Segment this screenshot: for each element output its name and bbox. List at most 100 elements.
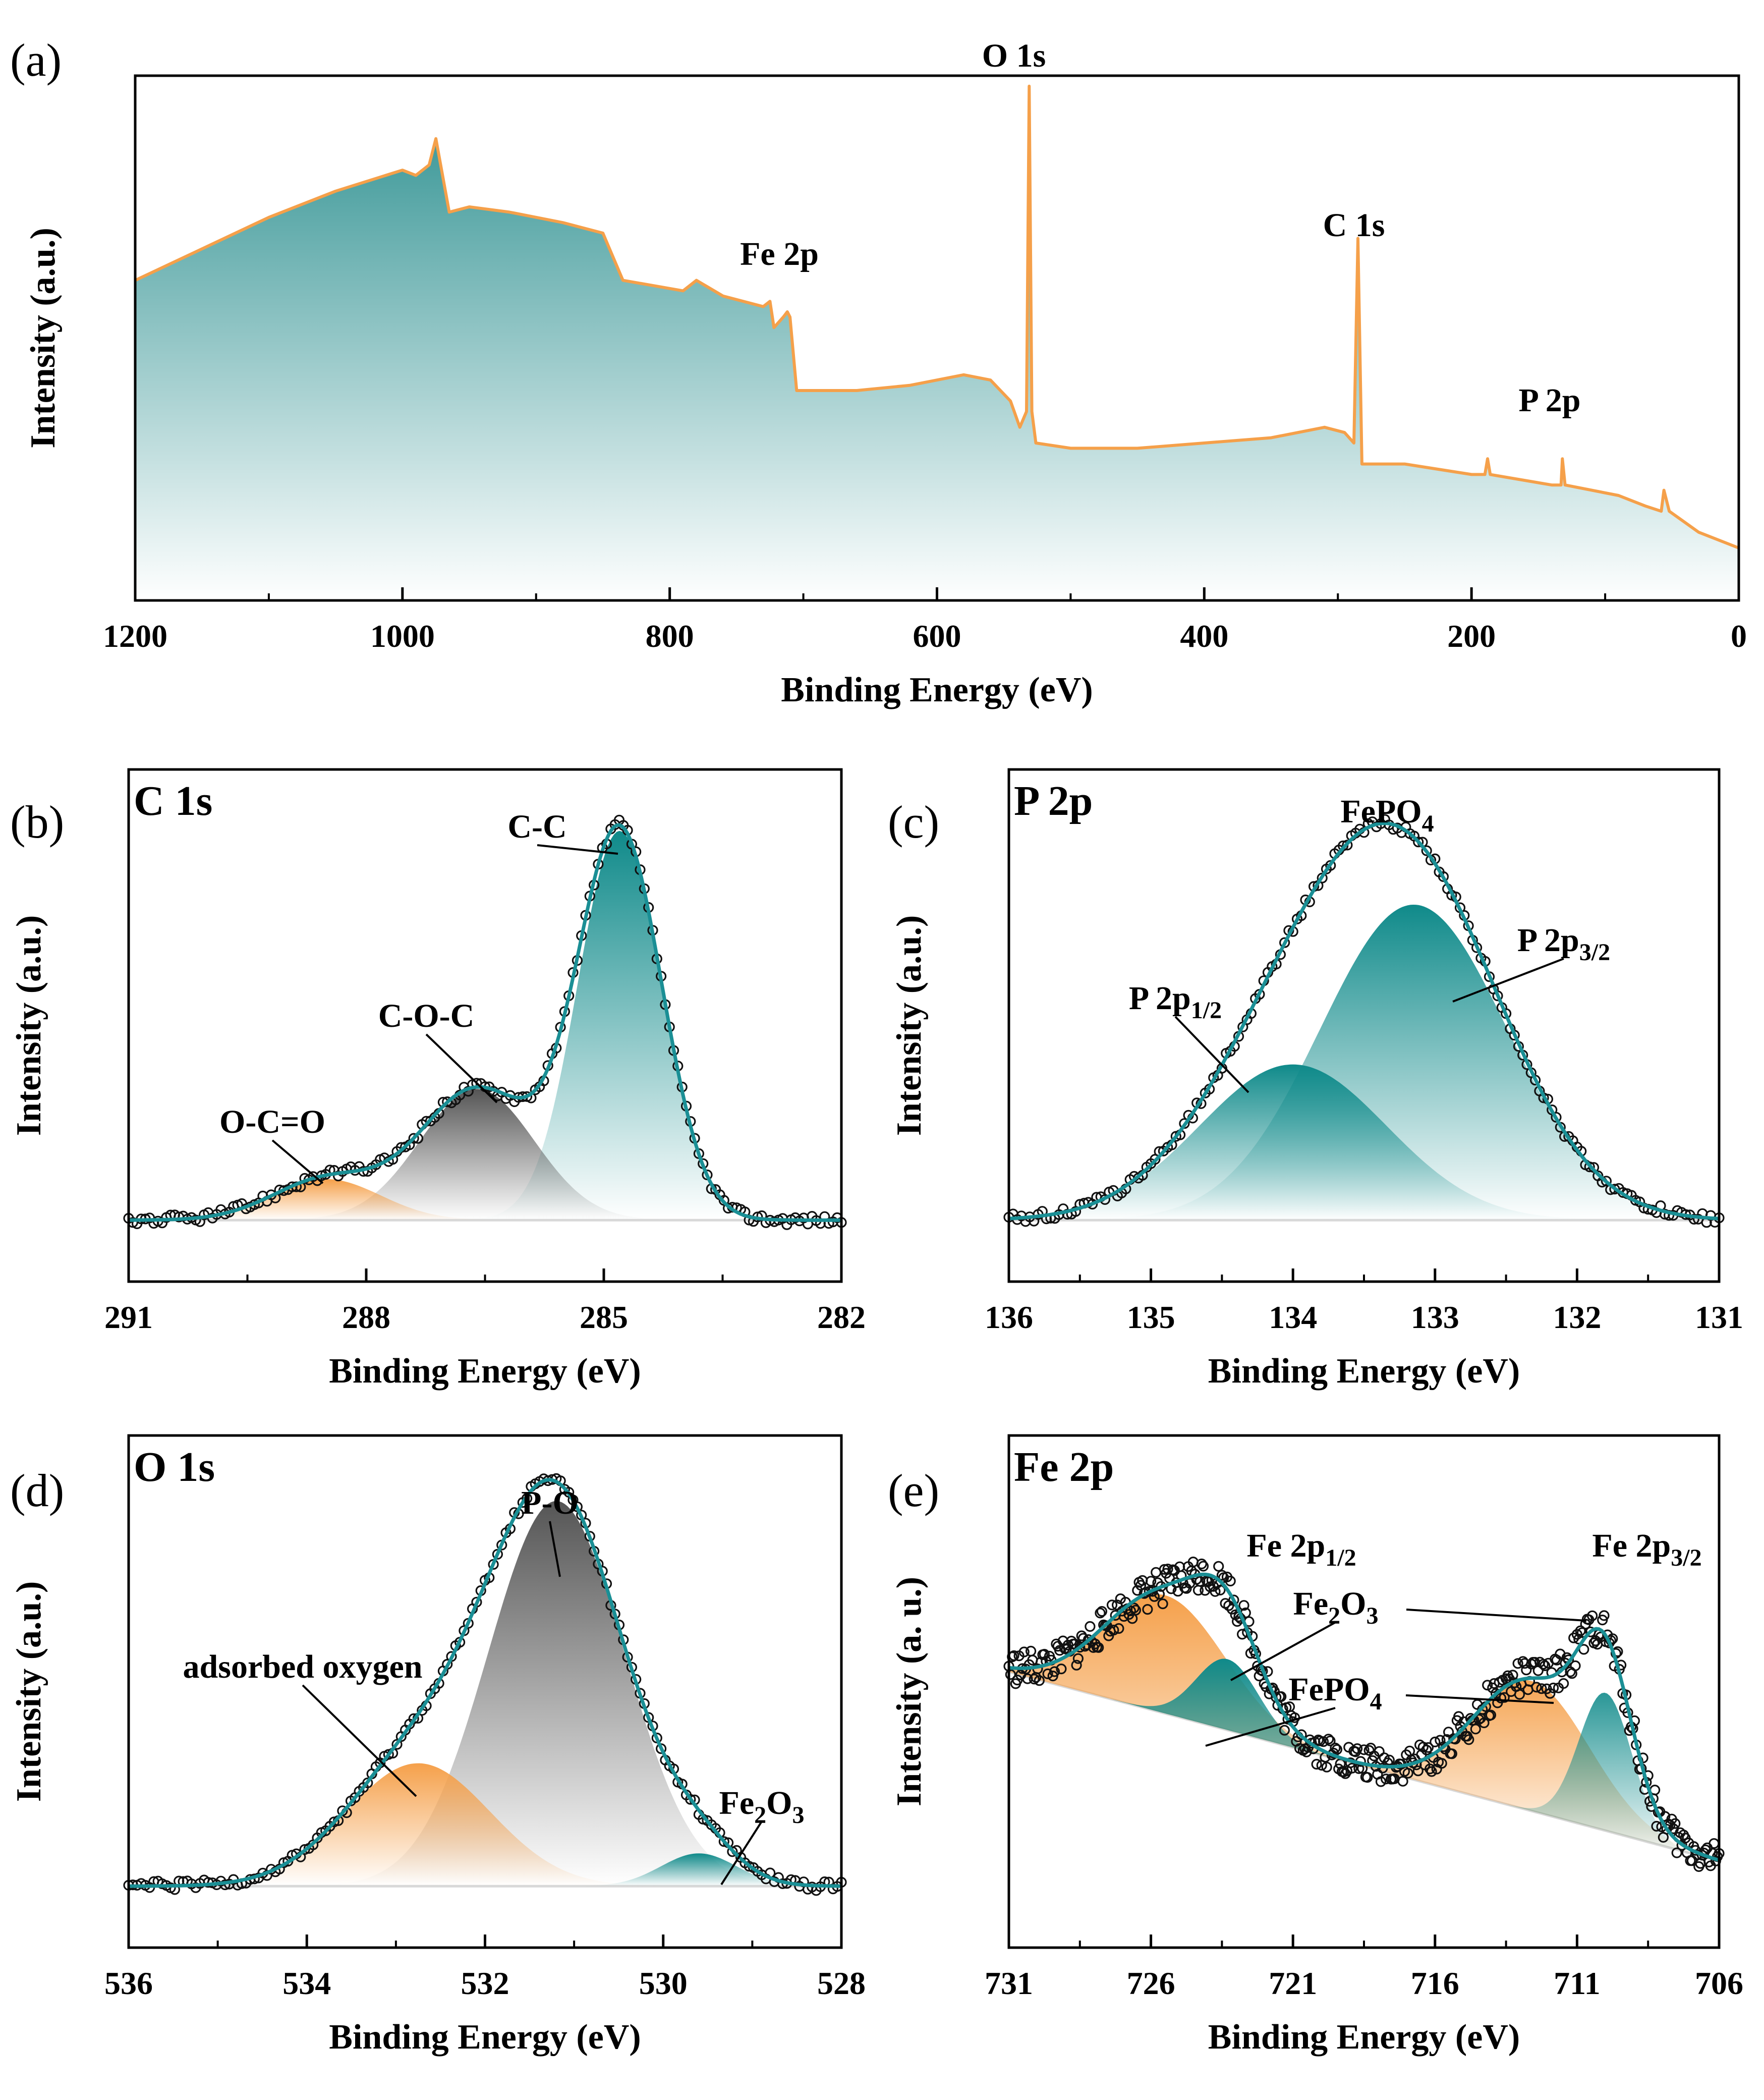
data-point [1146, 1576, 1157, 1587]
annotation-leader [537, 844, 618, 855]
data-point [1130, 1605, 1141, 1616]
annotation-label: P 2p1/2 [1129, 980, 1222, 1024]
x-tick-label: 132 [1553, 1299, 1601, 1335]
fit-envelope [1008, 821, 1720, 1221]
x-tick-label: 136 [985, 1299, 1033, 1335]
survey-line [134, 84, 1740, 549]
x-tick-label: 600 [913, 618, 961, 654]
data-point [1670, 1818, 1681, 1829]
x-axis-label-b: Binding Energy (eV) [329, 1352, 641, 1391]
annotation-label: C-O-C [378, 998, 475, 1034]
data-point [1470, 1724, 1481, 1735]
fit-envelope [129, 1478, 841, 1888]
data-point [685, 1794, 696, 1805]
component-peak-1 [1009, 1064, 1719, 1221]
data-point [1463, 1734, 1474, 1745]
component-peak-1 [129, 1089, 841, 1221]
y-axis-label-d: Intensity (a.u.) [10, 1581, 48, 1802]
data-point [1558, 1678, 1569, 1689]
data-point [1671, 1847, 1682, 1858]
data-point [1157, 1598, 1168, 1610]
annotation-label: P 2p3/2 [1517, 922, 1610, 966]
data-point [1149, 1591, 1160, 1602]
data-point [1421, 845, 1432, 856]
panel-e: (e) 731 726 721 716 711 706 Fe 2p1/2 Fe 2p3/2 Fe… [888, 1434, 1743, 2057]
x-tick-label: 288 [342, 1299, 390, 1335]
panel-label-d: (d) [10, 1465, 64, 1516]
panel-label-e: (e) [888, 1465, 939, 1516]
data-point [1154, 1588, 1165, 1600]
data-point [1085, 1621, 1096, 1632]
data-point [1198, 1561, 1209, 1572]
component-peak-2 [129, 1179, 841, 1221]
annotation-leader [271, 1139, 324, 1184]
data-point [1237, 1629, 1248, 1640]
annotation-leader [302, 1684, 417, 1797]
data-point [362, 1777, 373, 1789]
data-point [1531, 1682, 1542, 1693]
data-point [408, 1133, 419, 1144]
component-peak-3 [1009, 1672, 1719, 1861]
x-tick-label: 285 [580, 1299, 628, 1335]
data-point [1412, 1765, 1424, 1777]
x-tick-label: 400 [1180, 618, 1228, 654]
data-point [1039, 1648, 1050, 1660]
data-point [718, 1836, 729, 1847]
component-peak-1 [1009, 1659, 1719, 1861]
x-tick-label: 131 [1695, 1299, 1743, 1335]
data-point [1106, 1599, 1118, 1611]
data-point [1071, 1660, 1082, 1671]
data-point [1422, 1742, 1434, 1753]
data-point [1311, 1758, 1322, 1770]
data-point [1651, 1820, 1662, 1832]
x-tick-label: 530 [639, 1965, 688, 2001]
component-peak-2 [129, 1853, 841, 1887]
x-tick-label: 706 [1695, 1965, 1743, 2001]
panel-title-b: C 1s [134, 778, 212, 824]
data-point [1499, 1692, 1510, 1703]
data-point [1095, 1608, 1106, 1619]
panel-title-c: P 2p [1014, 778, 1093, 824]
x-tick-label: 291 [104, 1299, 153, 1335]
component-peak-0 [1009, 1594, 1719, 1861]
annotation-leader [1230, 1621, 1336, 1681]
fit-envelope [129, 823, 841, 1222]
x-tick-label: 282 [817, 1299, 866, 1335]
x-tick-label: 200 [1447, 618, 1496, 654]
data-point [1402, 1767, 1413, 1779]
annotation-label: FePO4 [1340, 793, 1434, 837]
component-peak-0 [1009, 905, 1719, 1221]
data-point [1216, 1570, 1227, 1581]
data-point [1279, 1725, 1290, 1736]
data-point [1709, 1838, 1720, 1849]
data-point [1238, 1600, 1249, 1611]
data-point [1514, 1689, 1525, 1700]
annotation-leader [1405, 1694, 1554, 1704]
data-point [1181, 1583, 1192, 1594]
annotation-leader [1174, 1016, 1249, 1093]
x-tick-label: 532 [461, 1965, 509, 2001]
data-point [1545, 1688, 1556, 1699]
annotation-label: P 2p [1519, 382, 1581, 419]
data-point [1296, 1729, 1307, 1740]
data-point [1054, 1645, 1065, 1656]
data-point [1548, 1682, 1559, 1693]
data-point [1318, 1736, 1329, 1747]
survey-area [135, 86, 1739, 601]
data-point [1196, 1558, 1207, 1570]
x-tick-label: 0 [1731, 618, 1747, 654]
data-point [1225, 1575, 1236, 1587]
plot-c: 136 135 134 133 132 131 FePO4 P 2p3/2 P 2p1/2 [985, 768, 1743, 1335]
annotation-leader [1406, 1609, 1587, 1622]
data-point [1128, 1602, 1140, 1614]
data-point [1436, 1758, 1447, 1769]
panel-c: (c) 136 135 134 133 132 131 FePO4 P 2p3/2 P 2p1/… [888, 768, 1743, 1391]
x-tick-label: 135 [1127, 1299, 1175, 1335]
data-point [1507, 1670, 1518, 1681]
data-point [1438, 871, 1449, 882]
x-tick-label: 528 [817, 1965, 866, 2001]
data-point [1034, 1675, 1045, 1686]
